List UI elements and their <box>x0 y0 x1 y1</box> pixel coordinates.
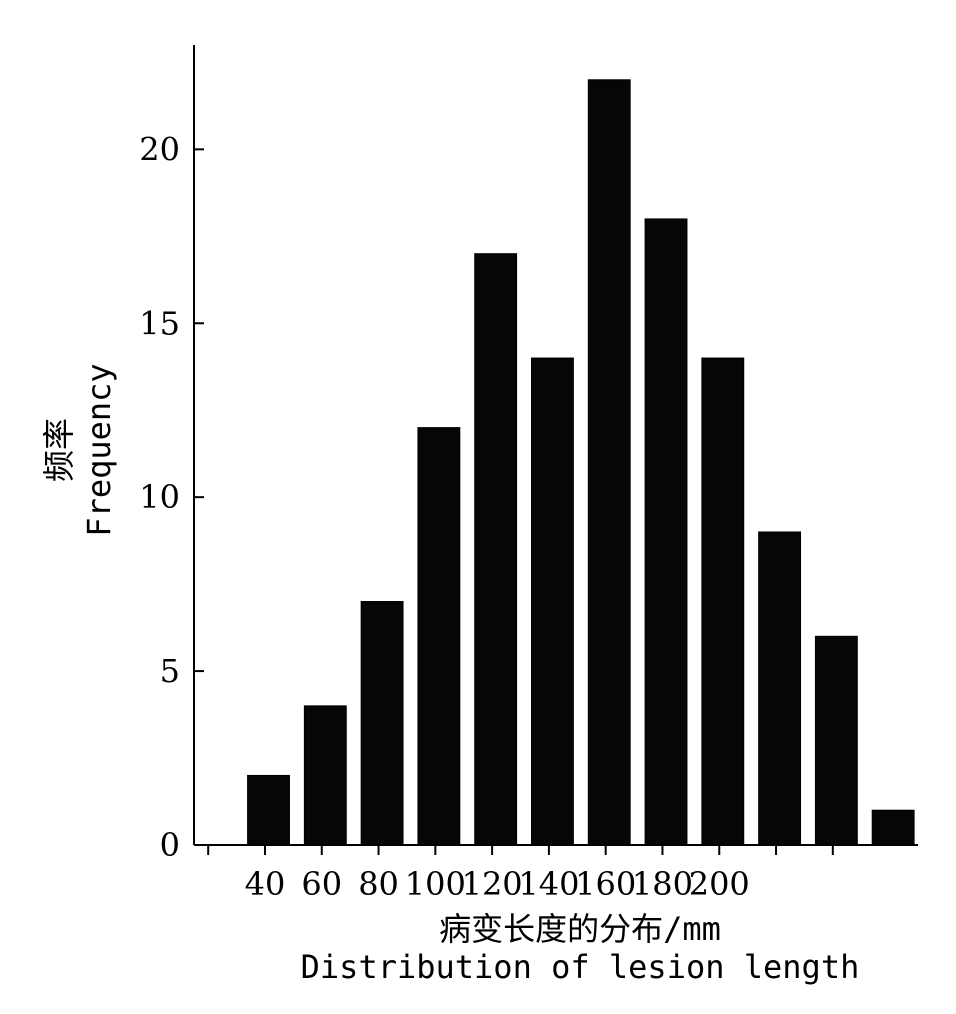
x-tick-label: 140 <box>518 865 579 903</box>
bar <box>303 705 347 846</box>
bar <box>474 253 518 846</box>
y-ticks-group: 0 5 10 15 20 <box>139 130 204 864</box>
x-axis-title-cn: 病变长度的分布/mm <box>439 910 721 948</box>
bar <box>587 79 631 846</box>
y-tick-label: 0 <box>160 826 180 864</box>
bar <box>701 357 745 846</box>
x-tick-label: 60 <box>301 865 342 903</box>
bar <box>871 809 915 846</box>
y-axis-title-group: 频率 Frequency <box>40 363 118 536</box>
bars-group <box>247 79 915 846</box>
bar <box>644 218 688 846</box>
y-tick-label: 10 <box>139 478 180 516</box>
x-tick-label: 40 <box>245 865 286 903</box>
y-tick-label: 5 <box>160 652 180 690</box>
bar <box>360 601 404 846</box>
y-axis-title-cn: 频率 <box>40 418 78 482</box>
bar <box>758 531 802 846</box>
x-tick-label: 80 <box>358 865 399 903</box>
x-axis-title-en: Distribution of lesion length <box>301 948 860 986</box>
y-axis-title-en: Frequency <box>80 363 118 536</box>
x-tick-label: 120 <box>462 865 523 903</box>
x-tick-label: 100 <box>405 865 466 903</box>
bar <box>417 427 461 846</box>
x-tick-label: 200 <box>689 865 750 903</box>
axes-group <box>193 45 918 846</box>
bar <box>247 774 290 846</box>
y-tick-label: 20 <box>139 130 180 168</box>
y-tick-label: 15 <box>139 304 180 342</box>
bar <box>814 635 858 846</box>
x-tick-label: 160 <box>575 865 636 903</box>
x-tick-label: 180 <box>632 865 693 903</box>
bar <box>531 357 574 846</box>
